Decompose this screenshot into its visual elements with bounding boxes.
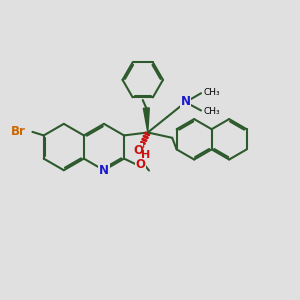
Polygon shape	[143, 108, 149, 133]
Text: O: O	[133, 143, 143, 157]
Text: N: N	[99, 164, 109, 177]
Text: H: H	[141, 150, 150, 160]
Text: O: O	[135, 158, 146, 171]
Text: CH₃: CH₃	[204, 107, 220, 116]
Text: CH₃: CH₃	[204, 88, 220, 97]
Text: Br: Br	[11, 125, 26, 138]
Text: N: N	[181, 95, 190, 108]
